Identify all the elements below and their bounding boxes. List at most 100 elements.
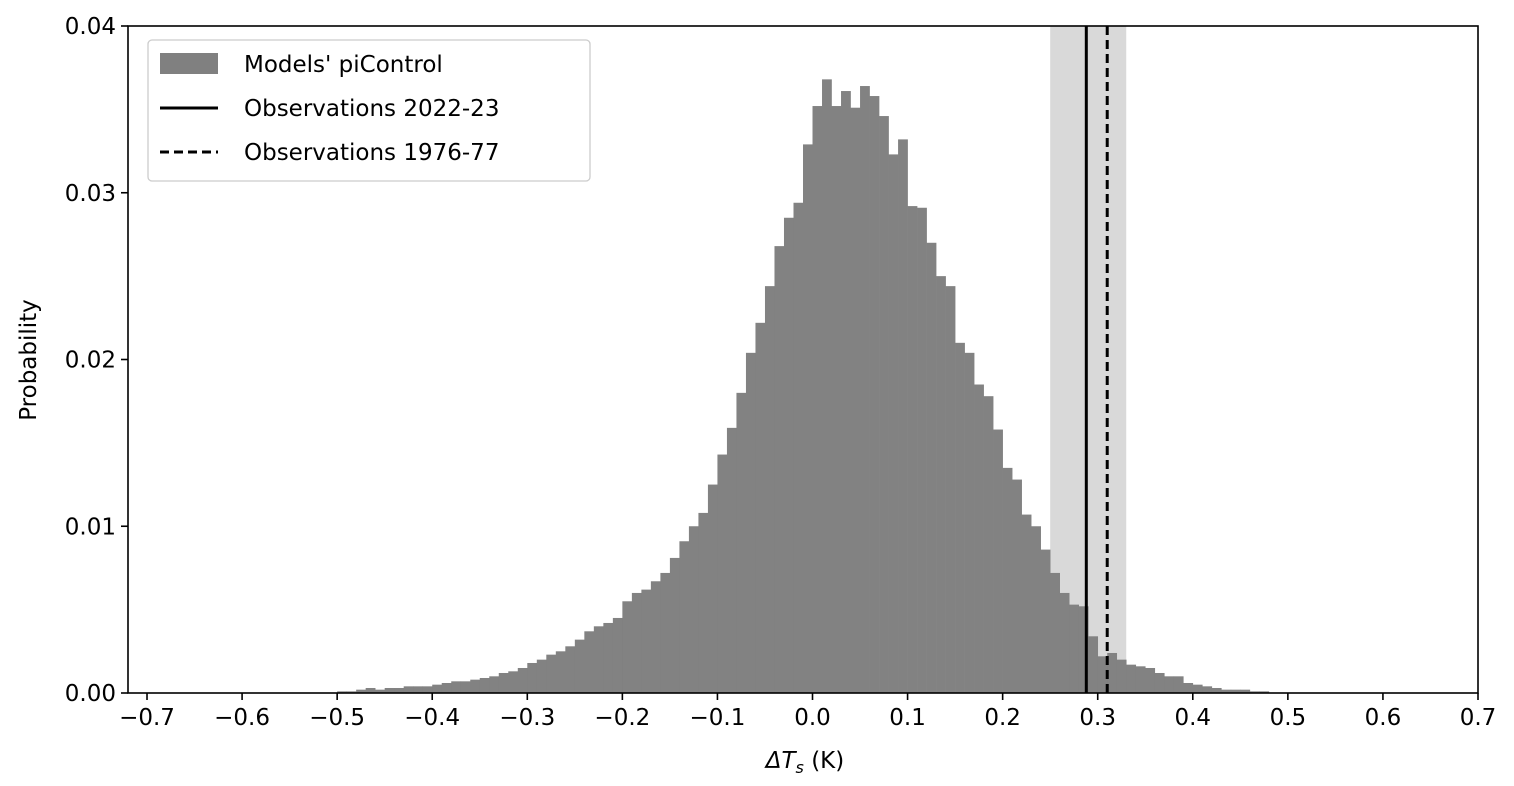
legend: Models' piControl Observations 2022-23 O… — [147, 39, 591, 182]
histogram-bar — [365, 687, 376, 693]
histogram-bar — [1088, 636, 1099, 693]
histogram-bar — [479, 677, 490, 693]
y-tick-label: 0.03 — [65, 181, 116, 207]
histogram-bar — [1012, 479, 1022, 693]
histogram-bar — [460, 681, 471, 693]
histogram-bar — [1173, 676, 1184, 693]
histogram-bar — [384, 687, 395, 693]
histogram-bar — [508, 671, 519, 693]
x-tick-label: 0.0 — [794, 705, 831, 731]
histogram-bar — [669, 557, 680, 693]
histogram-bar — [1135, 666, 1146, 693]
histogram-bar — [860, 86, 870, 693]
histogram-bar — [517, 667, 528, 693]
x-tick-label: 0.4 — [1174, 705, 1211, 731]
histogram-bar — [1002, 467, 1013, 693]
histogram-bar — [403, 686, 414, 693]
histogram-bar — [1183, 682, 1194, 693]
histogram-bar — [356, 689, 366, 693]
histogram-bar — [764, 286, 775, 693]
histogram-bar — [650, 581, 661, 693]
legend-label-obs-2022: Observations 2022-23 — [244, 96, 499, 122]
histogram-bar — [964, 352, 975, 693]
histogram-bar — [346, 691, 357, 693]
histogram-bar — [498, 672, 509, 693]
histogram-bar — [422, 686, 433, 693]
histogram-bar — [917, 207, 927, 693]
histogram-bar — [1126, 664, 1137, 693]
histogram-bar — [1154, 672, 1165, 693]
legend-swatch-histogram — [160, 53, 218, 74]
histogram-bar — [822, 79, 832, 694]
histogram-bar — [546, 654, 557, 693]
histogram-bar — [1021, 514, 1032, 693]
histogram-bar — [1202, 686, 1213, 693]
histogram-bar — [1040, 549, 1051, 693]
histogram-bar — [1221, 689, 1232, 693]
histogram-bar — [745, 352, 756, 693]
histogram-bar — [1164, 676, 1175, 693]
histogram-bar — [850, 107, 861, 693]
histogram-bar — [726, 427, 737, 693]
x-tick-label: −0.5 — [309, 705, 365, 731]
histogram-bar — [375, 689, 385, 693]
histogram-bar — [413, 686, 424, 693]
histogram-bar — [707, 484, 718, 693]
histogram-bar — [432, 684, 443, 693]
histogram-bar — [803, 144, 813, 693]
x-tick-label: −0.3 — [499, 705, 555, 731]
legend-box — [147, 39, 591, 182]
x-tick-label: −0.6 — [214, 705, 270, 731]
x-tick-label: 0.5 — [1270, 705, 1307, 731]
shaded-uncertainty-band — [1050, 26, 1127, 693]
histogram-bar — [983, 396, 994, 693]
histogram-bar — [898, 139, 908, 693]
histogram-bar — [717, 454, 728, 693]
x-tick-label: −0.1 — [690, 705, 746, 731]
histogram-bar — [631, 592, 642, 693]
x-axis-label-main: ΔT — [764, 748, 798, 774]
histogram-bar — [974, 384, 984, 693]
histogram-bar — [926, 242, 937, 693]
histogram-bar — [812, 106, 823, 694]
histogram-bar — [536, 659, 547, 693]
y-tick-label: 0.01 — [65, 514, 116, 540]
histogram-bar — [879, 116, 889, 694]
histogram-bar — [584, 631, 595, 693]
legend-label-histogram: Models' piControl — [244, 52, 443, 78]
x-tick-label: 0.7 — [1460, 705, 1497, 731]
histogram-bar — [660, 572, 671, 693]
histogram-bar — [1059, 592, 1070, 693]
histogram-bar — [936, 276, 946, 693]
y-tick-label: 0.00 — [65, 681, 116, 707]
x-tick-label: 0.2 — [984, 705, 1021, 731]
observation-lines — [1084, 26, 1109, 693]
histogram-bar — [1249, 691, 1260, 693]
shaded-band — [1050, 26, 1127, 693]
histogram-bar — [470, 679, 481, 693]
histogram-bar — [565, 646, 576, 693]
x-tick-label: 0.1 — [889, 705, 926, 731]
histogram-bar — [1240, 689, 1251, 693]
histogram-bar — [888, 154, 899, 693]
histogram-bar — [1145, 667, 1156, 693]
legend-label-obs-1976: Observations 1976-77 — [244, 140, 499, 166]
histogram-bar — [527, 662, 538, 693]
y-axis-ticks: 0.00 0.01 0.02 0.03 0.04 — [65, 14, 128, 707]
histogram-bar — [1050, 572, 1060, 693]
histogram-bar — [774, 246, 785, 694]
x-axis-ticks: −0.7 −0.6 −0.5 −0.4 −0.3 −0.2 −0.1 0.0 0.1 0.2 0.3… — [119, 693, 1496, 731]
histogram-bar — [1259, 691, 1270, 693]
histogram-bars — [337, 79, 1270, 694]
histogram-bar — [1078, 606, 1089, 693]
histogram-bar — [1230, 689, 1241, 693]
histogram-bar — [841, 91, 851, 694]
histogram-bar — [993, 429, 1003, 693]
histogram-bar — [783, 217, 794, 693]
histogram-bar — [955, 342, 965, 693]
histogram-bar — [441, 682, 452, 693]
histogram-bar — [1097, 656, 1108, 693]
histogram-bar — [755, 322, 766, 693]
x-axis-label: ΔTs (K) — [764, 748, 844, 777]
